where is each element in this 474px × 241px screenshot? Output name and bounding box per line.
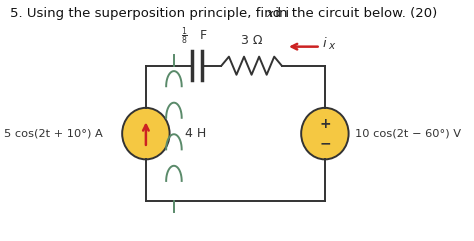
Text: 10 cos(2t − 60°) V: 10 cos(2t − 60°) V	[355, 129, 461, 139]
Text: 3 Ω: 3 Ω	[241, 34, 262, 47]
Text: in the circuit below. (20): in the circuit below. (20)	[271, 7, 437, 20]
Text: +: +	[319, 117, 331, 131]
Ellipse shape	[122, 108, 170, 159]
Text: F: F	[200, 29, 207, 42]
Text: x: x	[266, 9, 273, 19]
Text: x: x	[328, 41, 334, 51]
Text: −: −	[319, 136, 331, 150]
Text: $\frac{1}{8}$: $\frac{1}{8}$	[181, 25, 188, 47]
Text: 4 H: 4 H	[185, 127, 206, 140]
Ellipse shape	[301, 108, 348, 159]
Text: 5 cos(2t + 10°) A: 5 cos(2t + 10°) A	[3, 129, 102, 139]
Text: i: i	[323, 37, 327, 50]
Text: 5. Using the superposition principle, find i: 5. Using the superposition principle, fi…	[10, 7, 289, 20]
